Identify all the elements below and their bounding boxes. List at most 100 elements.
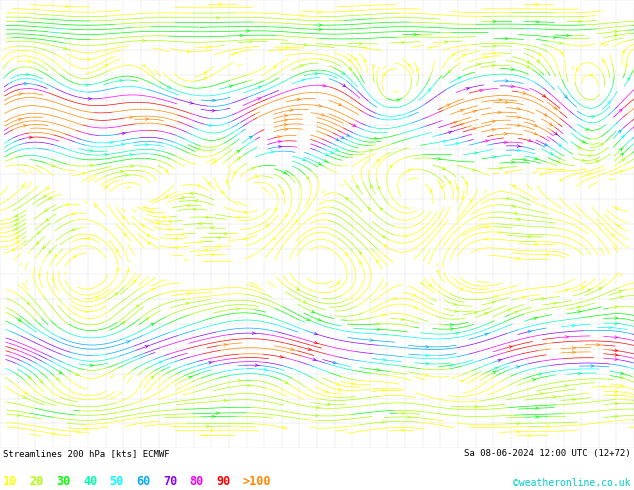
FancyArrowPatch shape (493, 3, 496, 6)
FancyArrowPatch shape (384, 245, 387, 248)
FancyArrowPatch shape (188, 50, 191, 53)
FancyArrowPatch shape (353, 0, 356, 1)
FancyArrowPatch shape (383, 358, 387, 361)
FancyArrowPatch shape (77, 431, 80, 433)
FancyArrowPatch shape (448, 131, 452, 134)
FancyArrowPatch shape (285, 214, 288, 217)
FancyArrowPatch shape (526, 65, 529, 68)
FancyArrowPatch shape (460, 288, 463, 290)
FancyArrowPatch shape (412, 294, 416, 296)
FancyArrowPatch shape (285, 128, 288, 131)
FancyArrowPatch shape (41, 180, 44, 184)
FancyArrowPatch shape (15, 214, 18, 217)
FancyArrowPatch shape (507, 309, 511, 312)
FancyArrowPatch shape (212, 109, 216, 112)
FancyArrowPatch shape (212, 415, 216, 418)
FancyArrowPatch shape (120, 390, 124, 393)
FancyArrowPatch shape (212, 446, 216, 449)
FancyArrowPatch shape (205, 434, 208, 437)
FancyArrowPatch shape (456, 332, 459, 335)
FancyArrowPatch shape (359, 252, 363, 255)
FancyArrowPatch shape (427, 89, 430, 92)
FancyArrowPatch shape (176, 3, 179, 6)
FancyArrowPatch shape (47, 186, 50, 189)
FancyArrowPatch shape (204, 77, 207, 80)
FancyArrowPatch shape (517, 430, 521, 433)
FancyArrowPatch shape (587, 290, 590, 292)
FancyArrowPatch shape (144, 207, 148, 210)
FancyArrowPatch shape (142, 225, 145, 227)
FancyArrowPatch shape (450, 328, 453, 330)
FancyArrowPatch shape (18, 318, 21, 321)
FancyArrowPatch shape (119, 190, 122, 193)
FancyArrowPatch shape (619, 296, 623, 298)
FancyArrowPatch shape (522, 92, 526, 94)
FancyArrowPatch shape (622, 159, 624, 162)
FancyArrowPatch shape (147, 235, 150, 237)
FancyArrowPatch shape (194, 199, 198, 202)
FancyArrowPatch shape (559, 179, 562, 182)
FancyArrowPatch shape (383, 236, 385, 239)
FancyArrowPatch shape (513, 186, 516, 188)
FancyArrowPatch shape (325, 153, 328, 156)
FancyArrowPatch shape (578, 146, 581, 148)
FancyArrowPatch shape (315, 72, 318, 75)
FancyArrowPatch shape (174, 246, 178, 249)
FancyArrowPatch shape (396, 441, 399, 444)
FancyArrowPatch shape (504, 141, 508, 144)
FancyArrowPatch shape (572, 346, 576, 349)
FancyArrowPatch shape (473, 127, 477, 130)
FancyArrowPatch shape (129, 204, 131, 207)
FancyArrowPatch shape (302, 158, 306, 161)
FancyArrowPatch shape (283, 171, 287, 174)
FancyArrowPatch shape (122, 132, 126, 135)
FancyArrowPatch shape (527, 235, 531, 238)
FancyArrowPatch shape (592, 116, 595, 118)
FancyArrowPatch shape (249, 40, 252, 43)
FancyArrowPatch shape (324, 159, 328, 162)
FancyArrowPatch shape (214, 161, 216, 164)
FancyArrowPatch shape (426, 345, 429, 348)
FancyArrowPatch shape (624, 64, 628, 67)
FancyArrowPatch shape (136, 305, 139, 308)
FancyArrowPatch shape (517, 107, 521, 110)
FancyArrowPatch shape (545, 253, 548, 256)
FancyArrowPatch shape (590, 74, 593, 77)
FancyArrowPatch shape (90, 364, 93, 367)
FancyArrowPatch shape (620, 177, 623, 180)
FancyArrowPatch shape (315, 414, 318, 417)
FancyArrowPatch shape (493, 371, 496, 374)
FancyArrowPatch shape (401, 41, 405, 44)
FancyArrowPatch shape (426, 363, 429, 365)
FancyArrowPatch shape (370, 185, 373, 188)
FancyArrowPatch shape (23, 184, 25, 187)
FancyArrowPatch shape (321, 113, 325, 116)
FancyArrowPatch shape (346, 198, 349, 200)
FancyArrowPatch shape (566, 336, 569, 339)
FancyArrowPatch shape (426, 354, 429, 357)
FancyArrowPatch shape (581, 287, 585, 289)
FancyArrowPatch shape (493, 156, 496, 159)
FancyArrowPatch shape (53, 432, 56, 435)
FancyArrowPatch shape (549, 122, 552, 125)
FancyArrowPatch shape (324, 390, 328, 392)
FancyArrowPatch shape (456, 143, 459, 145)
FancyArrowPatch shape (595, 161, 599, 163)
FancyArrowPatch shape (517, 124, 521, 126)
FancyArrowPatch shape (460, 123, 464, 126)
FancyArrowPatch shape (46, 446, 49, 449)
FancyArrowPatch shape (401, 284, 405, 286)
FancyArrowPatch shape (180, 233, 184, 236)
Text: Streamlines 200 hPa [kts] ECMWF: Streamlines 200 hPa [kts] ECMWF (3, 449, 170, 458)
FancyArrowPatch shape (574, 202, 577, 205)
FancyArrowPatch shape (600, 43, 604, 46)
FancyArrowPatch shape (82, 172, 86, 175)
FancyArrowPatch shape (90, 272, 93, 275)
FancyArrowPatch shape (110, 141, 113, 144)
FancyArrowPatch shape (150, 211, 153, 214)
FancyArrowPatch shape (205, 216, 209, 219)
FancyArrowPatch shape (37, 231, 41, 234)
FancyArrowPatch shape (306, 176, 309, 179)
FancyArrowPatch shape (484, 313, 488, 315)
FancyArrowPatch shape (46, 218, 49, 221)
